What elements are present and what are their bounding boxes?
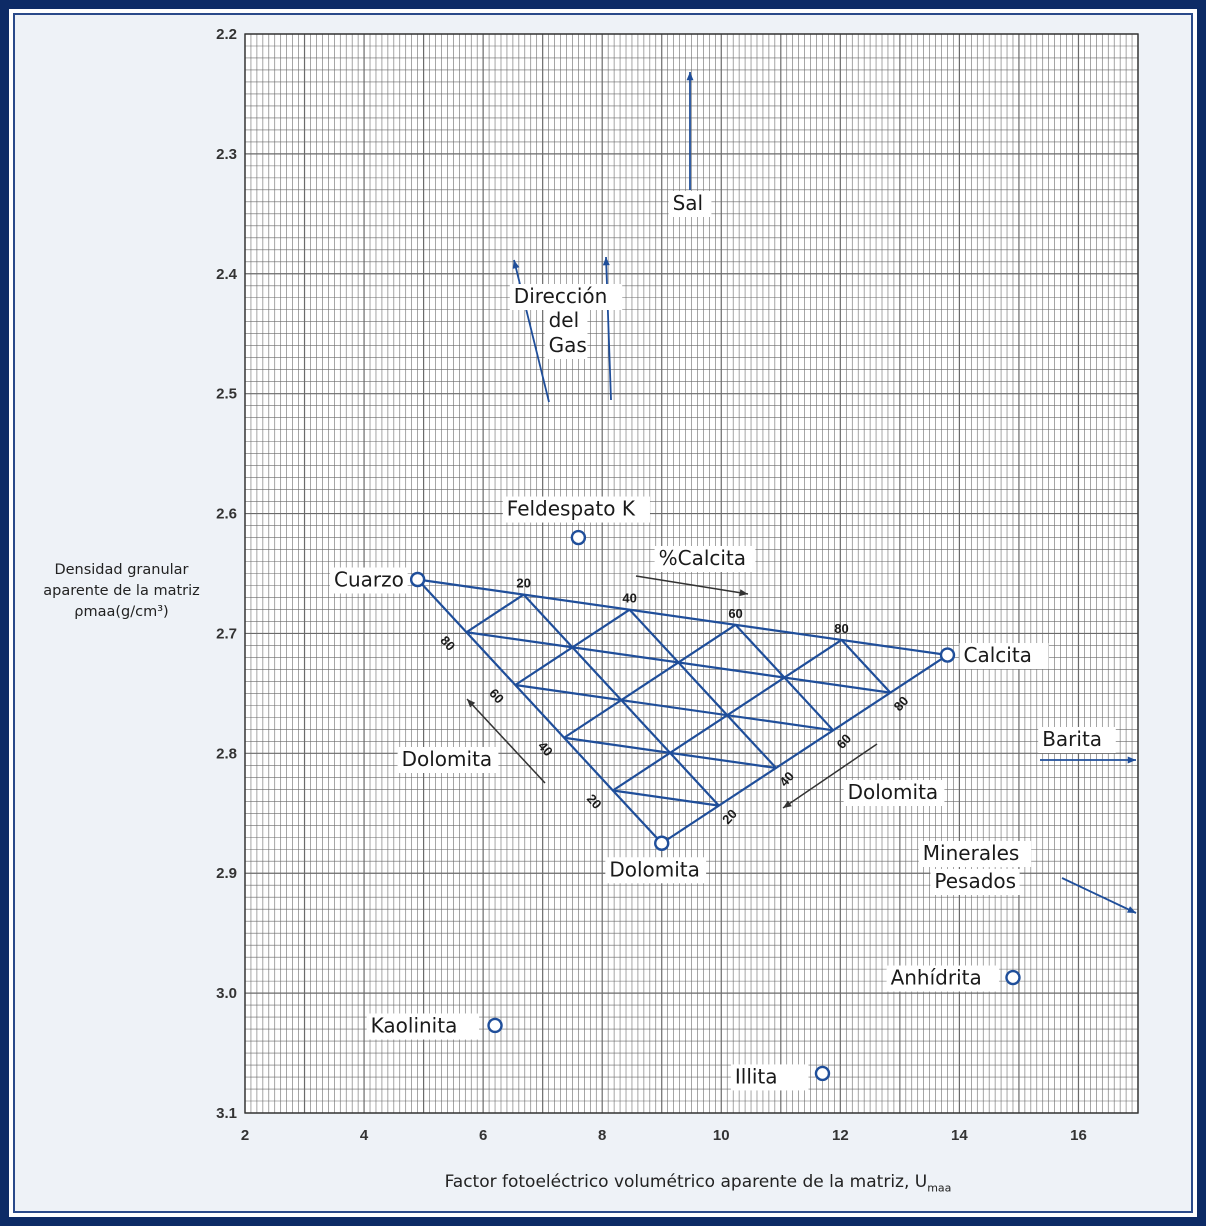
- annotation-minerales-line-1: Minerales: [923, 841, 1020, 865]
- annotation-barita-bg: [1038, 727, 1116, 753]
- annotation-calcita-percent: %Calcita: [659, 546, 746, 570]
- dolomita-left-arrow: [466, 698, 546, 784]
- annotation-dolomita-left: Dolomita: [402, 747, 493, 771]
- x-tick-label: 12: [832, 1127, 849, 1144]
- dolomita-right-arrow: [782, 743, 878, 809]
- calcita-percent-arrow: [635, 575, 749, 595]
- triangle-edge-dolomite-quartz: [416, 578, 663, 844]
- ternary-line-dolomite: [563, 736, 777, 770]
- annotation-dolomita-left-bg: [397, 747, 499, 773]
- x-axis-label-text: Factor fotoeléctrico volumétrico aparent…: [444, 1172, 928, 1192]
- ternary-line-calcite: [734, 624, 834, 732]
- mineral-point-marker: [570, 529, 587, 546]
- mineral-label: Illita: [735, 1064, 778, 1088]
- y-tick-label: 2.6: [216, 506, 237, 523]
- barita-arrow-head: [1127, 756, 1136, 764]
- gas-direction-arrow-left: [513, 259, 550, 403]
- mineral-label: Kaolinita: [371, 1013, 458, 1037]
- annotation-gas-line-3: Gas: [549, 333, 587, 357]
- y-axis-label-line-1: Densidad granular: [54, 562, 189, 578]
- mineral-point-marker: [487, 1017, 503, 1034]
- mineral-point-marker: [654, 835, 670, 851]
- sal-direction-arrow-head: [686, 72, 694, 81]
- y-tick-label: 2.8: [216, 745, 237, 762]
- y-tick-label: 2.2: [216, 26, 237, 43]
- ternary-line-quartz: [465, 593, 525, 634]
- x-axis-label: Factor fotoeléctrico volumétrico aparent…: [0, 1172, 1206, 1194]
- y-tick-label: 2.3: [216, 146, 237, 163]
- annotation-sal-bg: [668, 191, 712, 217]
- minerales-pesados-arrow: [1061, 877, 1137, 914]
- mineral-label-bg: [959, 643, 1049, 670]
- annotation-gas-line-1: Dirección: [514, 284, 608, 308]
- ternary-line-dolomite: [612, 789, 720, 807]
- y-axis-label-line-3: ρmaa(g/cm³): [74, 604, 169, 620]
- mineral-label-bg: [730, 1064, 809, 1091]
- annotation-gas-line-3-bg: [544, 333, 588, 359]
- x-tick-label: 8: [598, 1127, 606, 1144]
- ternary-line-calcite: [628, 608, 777, 769]
- ternary-line-calcite: [840, 639, 892, 694]
- plot-border: [244, 33, 1139, 1114]
- mineral-label: Dolomita: [609, 857, 700, 881]
- dolomita-right-arrow-head: [783, 800, 792, 808]
- annotation-minerales-line-2-bg: [930, 869, 1020, 895]
- y-axis-label-line-2: aparente de la matriz: [43, 583, 200, 599]
- scale-label-calcite: 60: [728, 606, 742, 621]
- y-tick-label: 3.1: [216, 1105, 237, 1122]
- x-tick-label: 2: [241, 1127, 249, 1144]
- mineral-point-marker: [409, 571, 426, 588]
- mineral-label-bg: [330, 567, 408, 594]
- x-tick-label: 14: [951, 1127, 968, 1144]
- ternary-grid: [416, 578, 949, 845]
- mineral-point-marker: [814, 1065, 831, 1082]
- annotation-minerales-line-1-bg: [918, 841, 1032, 867]
- mineral-label-bg: [886, 965, 999, 992]
- gas-direction-arrow-right-head: [602, 257, 610, 266]
- y-tick-label: 2.5: [216, 386, 237, 403]
- triangle-edge-calcite-dolomite: [661, 654, 949, 845]
- annotation-minerales-line-2: Pesados: [934, 869, 1016, 893]
- annotation-dolomita-right-bg: [843, 780, 945, 806]
- ternary-line-quartz: [514, 608, 631, 686]
- annotation-gas-line-2: del: [549, 308, 580, 332]
- y-tick-label: 2.4: [216, 266, 238, 283]
- mineral-label: Feldespato K: [507, 497, 636, 521]
- scale-label-calcite: 40: [622, 591, 636, 606]
- annotation-calcita-percent-bg: [654, 546, 756, 572]
- scale-label-calcite: 80: [834, 621, 848, 636]
- mineral-point-marker: [939, 647, 956, 663]
- x-tick-label: 16: [1070, 1127, 1087, 1144]
- dolomita-left-arrow-head: [467, 699, 476, 708]
- annotation-barita: Barita: [1042, 727, 1102, 751]
- calcita-percent-arrow-head: [739, 589, 748, 597]
- gas-direction-arrow-left-head: [512, 260, 520, 269]
- x-tick-label: 4: [360, 1127, 369, 1144]
- annotation-sal: Sal: [673, 191, 704, 215]
- mineral-label-bg: [366, 1013, 480, 1040]
- x-tick-label: 10: [713, 1127, 730, 1144]
- mineral-label-bg: [502, 496, 650, 523]
- y-axis-label: Densidad granular aparente de la matriz …: [14, 560, 229, 623]
- mineral-label-bg: [605, 857, 707, 884]
- mineral-label: Cuarzo: [334, 567, 404, 591]
- triangle-edge-quartz-calcite: [417, 578, 948, 657]
- mineral-point-marker: [1005, 969, 1021, 986]
- y-tick-label: 3.0: [216, 985, 237, 1002]
- annotation-gas-line-2-bg: [544, 308, 588, 334]
- mineral-label: Anhídrita: [891, 966, 982, 990]
- minerales-pesados-arrow-head: [1127, 906, 1136, 913]
- gas-direction-arrow-right: [605, 256, 612, 401]
- ternary-line-dolomite: [515, 683, 834, 732]
- mineral-label: Calcita: [963, 643, 1031, 667]
- annotation-dolomita-right: Dolomita: [848, 780, 939, 804]
- ternary-line-quartz: [563, 623, 737, 739]
- annotation-gas-line-1-bg: [509, 284, 623, 310]
- scale-label-calcite: 20: [516, 576, 530, 591]
- x-axis-label-subscript: maa: [927, 1181, 952, 1195]
- x-tick-label: 6: [479, 1127, 487, 1144]
- y-tick-label: 2.9: [216, 865, 237, 882]
- y-tick-label: 2.7: [216, 625, 237, 642]
